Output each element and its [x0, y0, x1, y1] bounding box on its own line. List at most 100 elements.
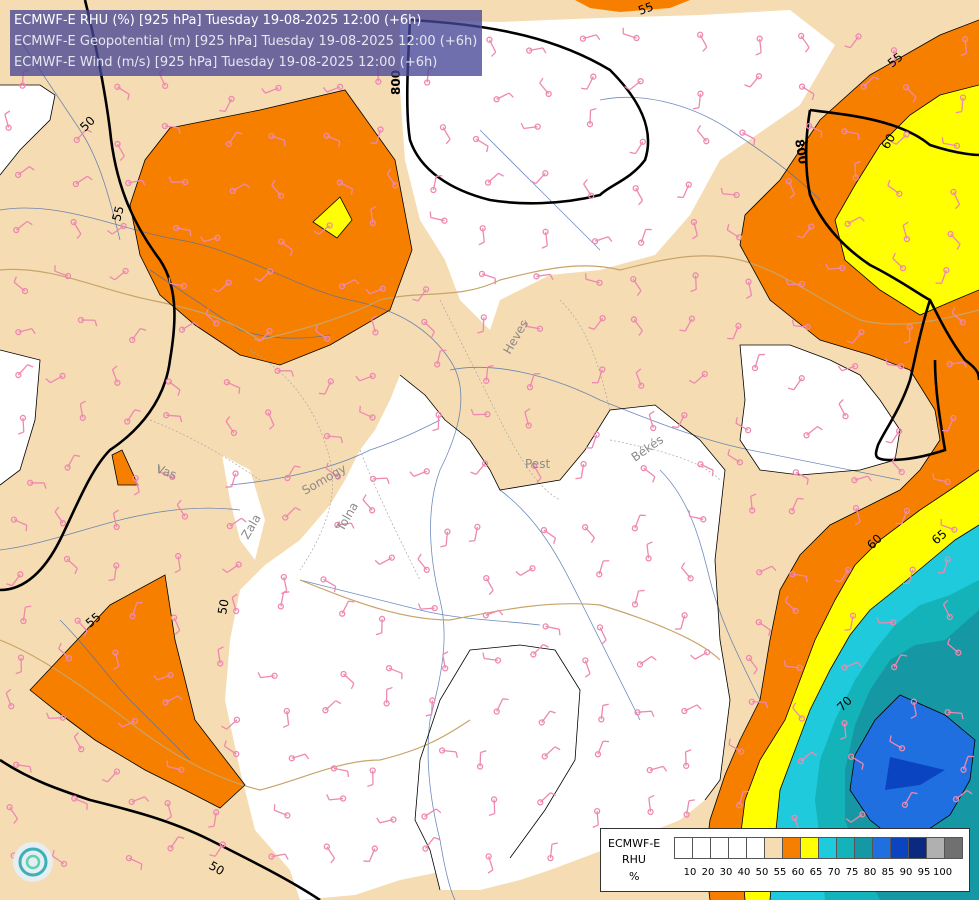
- wind-station: [745, 278, 752, 285]
- wind-barb-flag: [854, 520, 861, 526]
- wind-barb-flag: [304, 753, 310, 760]
- wind-barb-flag: [857, 133, 860, 140]
- wind-station: [485, 853, 492, 860]
- wind-station: [441, 217, 448, 224]
- wind-station: [284, 474, 291, 482]
- wind-station: [274, 367, 281, 374]
- wind-station: [841, 128, 848, 135]
- wind-barb-flag: [542, 47, 547, 54]
- wind-barb-flag: [592, 824, 599, 828]
- wind-station: [542, 170, 549, 177]
- rhu-label-7: 60: [878, 131, 898, 151]
- legend-tick: 95: [917, 867, 931, 878]
- wind-barb-flag: [791, 319, 795, 326]
- wind-barb-flag: [825, 263, 829, 270]
- wind-barb-flag: [648, 794, 655, 799]
- wind-barb-flag: [711, 470, 714, 477]
- wind-barb-flag: [811, 93, 815, 101]
- wind-barb-flag: [166, 816, 172, 821]
- wind-station: [745, 654, 753, 662]
- wind-barb-flag: [433, 836, 440, 841]
- wind-station: [378, 615, 386, 623]
- wind-barb-flag: [480, 750, 487, 754]
- wind-station: [859, 811, 866, 818]
- legend-tick: 80: [863, 867, 877, 878]
- wind-station: [13, 226, 20, 234]
- wind-barb-flag: [890, 140, 897, 145]
- wind-station: [755, 618, 762, 626]
- wind-station: [164, 799, 171, 807]
- wind-station: [112, 649, 119, 656]
- wind-station: [180, 282, 187, 289]
- wind-station: [63, 555, 71, 563]
- wind-barb-flag: [536, 477, 542, 483]
- wind-station: [944, 556, 951, 563]
- wind-station: [219, 841, 226, 848]
- wind-station: [749, 507, 756, 514]
- wind-station: [225, 279, 232, 286]
- wind-barb-flag: [166, 760, 169, 767]
- wind-barb-flag: [524, 320, 527, 327]
- wind-station: [804, 323, 811, 331]
- wind-station: [483, 574, 490, 582]
- wind-station: [225, 140, 233, 148]
- wind-station: [950, 188, 957, 196]
- wind-station: [129, 612, 136, 620]
- title-geopotential: ECMWF-E Geopotential (m) [925 hPa] Tuesd…: [14, 34, 478, 49]
- wind-barb-flag: [83, 630, 88, 637]
- wind-station: [181, 513, 189, 520]
- wind-barb-flag: [134, 409, 141, 412]
- wind-station: [323, 132, 330, 139]
- wind-station: [479, 225, 486, 232]
- wind-station: [438, 747, 446, 754]
- wind-barb-flag: [238, 387, 241, 394]
- wind-station: [903, 131, 910, 138]
- wind-barb-flag: [140, 327, 147, 331]
- wind-station: [8, 703, 15, 710]
- wind-barb-flag: [889, 63, 896, 68]
- wind-station: [952, 796, 960, 803]
- wind-barb-flag: [820, 131, 823, 138]
- wind-barb-flag: [261, 88, 267, 94]
- wind-barb-flag: [902, 221, 909, 226]
- wind-station: [598, 716, 605, 723]
- wind-barb-flag: [4, 110, 11, 115]
- wind-station: [228, 95, 235, 103]
- wind-barb-flag: [25, 605, 32, 608]
- wind-station: [841, 664, 848, 671]
- wind-station: [910, 698, 917, 705]
- wind-barb-flag: [133, 491, 140, 496]
- wind-station: [542, 228, 549, 235]
- wind-barb-flag: [386, 477, 390, 484]
- wind-station: [478, 270, 486, 277]
- wind-station: [339, 610, 346, 617]
- wind-station: [375, 78, 382, 85]
- wind-barb-flag: [910, 714, 917, 719]
- wind-barb-flag: [720, 187, 724, 194]
- wind-barb-flag: [117, 722, 123, 728]
- wind-barb-flag: [140, 863, 143, 870]
- wind-station: [17, 654, 25, 661]
- wind-station: [748, 698, 755, 705]
- wind-station: [533, 273, 540, 280]
- wind-barb-flag: [486, 146, 489, 153]
- wind-barb-flag: [744, 84, 751, 88]
- wind-barb-flag: [325, 462, 329, 469]
- wind-barb-flag: [80, 400, 86, 405]
- wind-station: [323, 432, 331, 440]
- wind-station: [6, 804, 13, 811]
- wind-station: [233, 607, 240, 615]
- wind-barb-flag: [375, 632, 382, 636]
- wind-barb-flag: [107, 229, 113, 235]
- wind-barb-flag: [746, 294, 752, 299]
- wind-barb-flag: [333, 586, 337, 593]
- wind-station: [128, 798, 135, 805]
- wind-station: [890, 663, 898, 671]
- wind-station: [217, 660, 224, 667]
- wind-barb-flag: [314, 324, 318, 332]
- wind-station: [113, 523, 120, 531]
- legend-tick: 60: [791, 867, 805, 878]
- wind-station: [696, 31, 704, 38]
- wind-barb-flag: [885, 440, 892, 444]
